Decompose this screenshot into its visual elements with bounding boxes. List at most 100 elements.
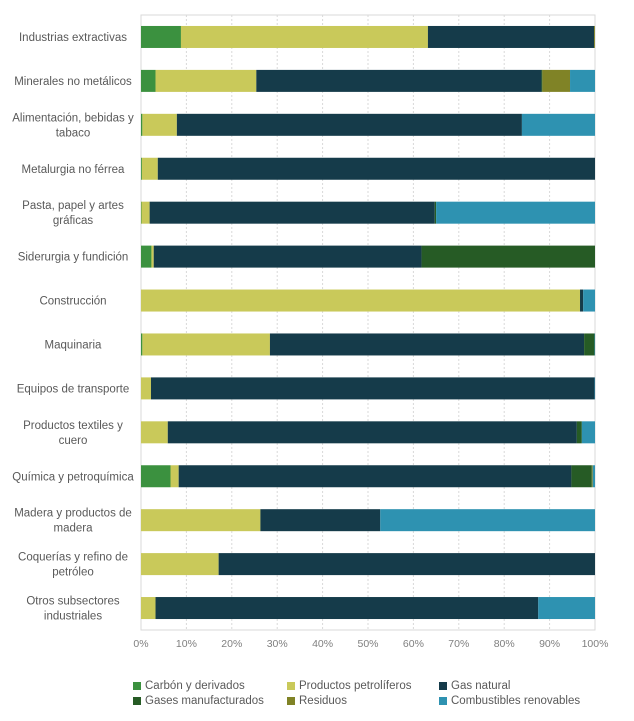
bar-segment <box>141 465 171 488</box>
bar-row <box>141 69 595 92</box>
bar-segment <box>521 113 595 136</box>
legend-swatch <box>287 682 295 690</box>
bar-segment <box>434 201 437 224</box>
bar-segment <box>141 597 156 620</box>
bar-segment <box>141 289 581 312</box>
bar-row <box>141 421 595 444</box>
bar-segment <box>594 377 596 400</box>
bar-segment <box>153 245 422 268</box>
bar-segment <box>141 553 219 576</box>
bar-segment <box>570 69 595 92</box>
category-label: Siderurgia y fundición <box>18 252 129 264</box>
bar-segment <box>141 157 142 180</box>
bar-segment <box>176 113 522 136</box>
bars <box>141 25 596 620</box>
bar-segment <box>260 509 381 532</box>
x-tick-label: 50% <box>357 638 378 650</box>
x-tick-label: 10% <box>176 638 197 650</box>
legend-swatch <box>133 682 141 690</box>
bar-segment <box>141 421 168 444</box>
x-tick-label: 80% <box>494 638 515 650</box>
category-label: Alimentación, bebidas y tabaco <box>12 112 134 139</box>
category-label: Equipos de transporte <box>17 383 130 395</box>
bar-segment <box>584 333 595 356</box>
x-tick-label: 20% <box>221 638 242 650</box>
bar-segment <box>141 25 181 48</box>
bar-row <box>141 465 595 488</box>
legend-item: Gas natural <box>439 680 623 692</box>
bar-segment <box>538 597 595 620</box>
legend: Carbón y derivados Productos petrolíferos… <box>133 680 623 707</box>
bar-segment <box>141 201 142 224</box>
bar-segment <box>141 69 156 92</box>
x-tick-label: 100% <box>582 638 609 650</box>
legend-swatch <box>133 697 141 705</box>
bar-row <box>141 245 595 268</box>
bar-segment <box>380 509 595 532</box>
legend-item: Gases manufacturados <box>133 695 287 707</box>
legend-label: Gas natural <box>451 680 511 692</box>
category-label: Otros subsectores industriales <box>26 596 120 623</box>
x-tick-label: 40% <box>312 638 333 650</box>
bar-segment <box>581 421 595 444</box>
bar-segment <box>218 553 595 576</box>
category-labels: Industrias extractivas Minerales no metál… <box>12 32 134 623</box>
x-tick-label: 60% <box>403 638 424 650</box>
bar-segment <box>591 465 593 488</box>
bar-row <box>141 201 595 224</box>
bar-segment <box>592 465 595 488</box>
x-tick-label: 70% <box>448 638 469 650</box>
bar-segment <box>141 157 158 180</box>
bar-segment <box>155 597 539 620</box>
legend-swatch <box>439 697 447 705</box>
bar-segment <box>155 69 257 92</box>
bar-segment <box>571 465 592 488</box>
bar-segment <box>141 113 143 136</box>
bar-segment <box>141 333 143 356</box>
category-label: Química y petroquímica <box>12 471 134 483</box>
bar-segment <box>141 377 151 400</box>
legend-label: Combustibles renovables <box>451 695 581 707</box>
bar-segment <box>170 465 179 488</box>
bar-row <box>141 289 595 312</box>
bar-segment <box>142 333 270 356</box>
legend-swatch <box>287 697 295 705</box>
x-tick-labels: 0% 10% 20% 30% 40% 50% 60% 70% 80% 90% 100% <box>133 638 608 650</box>
category-label: Industrias extractivas <box>19 32 127 44</box>
bar-segment <box>427 25 595 48</box>
bar-segment <box>541 69 543 92</box>
category-label: Construcción <box>39 296 106 308</box>
x-tick-label: 30% <box>267 638 288 650</box>
legend-label: Gases manufacturados <box>145 695 264 707</box>
legend-item: Combustibles renovables <box>439 695 623 707</box>
category-label: Maquinaria <box>45 339 102 351</box>
bar-segment <box>542 69 571 92</box>
bar-segment <box>269 333 585 356</box>
bar-segment <box>142 113 177 136</box>
category-label: Metalurgia no férrea <box>22 164 126 176</box>
bar-segment <box>421 245 595 268</box>
bar-row <box>141 25 595 48</box>
category-label: Madera y productos de madera <box>14 508 132 535</box>
bar-segment <box>178 465 572 488</box>
bar-segment <box>149 201 435 224</box>
bar-row <box>141 597 595 620</box>
bar-row <box>141 509 595 532</box>
legend-label: Residuos <box>299 695 347 707</box>
legend-item: Productos petrolíferos <box>287 680 439 692</box>
bar-row <box>141 333 596 356</box>
bar-segment <box>256 69 542 92</box>
bar-row <box>141 113 595 136</box>
bar-segment <box>141 245 152 268</box>
legend-item: Residuos <box>287 695 439 707</box>
bar-segment <box>580 289 584 312</box>
grid <box>140 14 596 631</box>
bar-segment <box>436 201 595 224</box>
bar-segment <box>180 25 428 48</box>
category-label: Pasta, papel y artes gráficas <box>22 200 124 227</box>
bar-row <box>141 377 596 400</box>
bar-segment <box>150 377 595 400</box>
legend-label: Productos petrolíferos <box>299 680 412 692</box>
x-tick-label: 90% <box>539 638 560 650</box>
